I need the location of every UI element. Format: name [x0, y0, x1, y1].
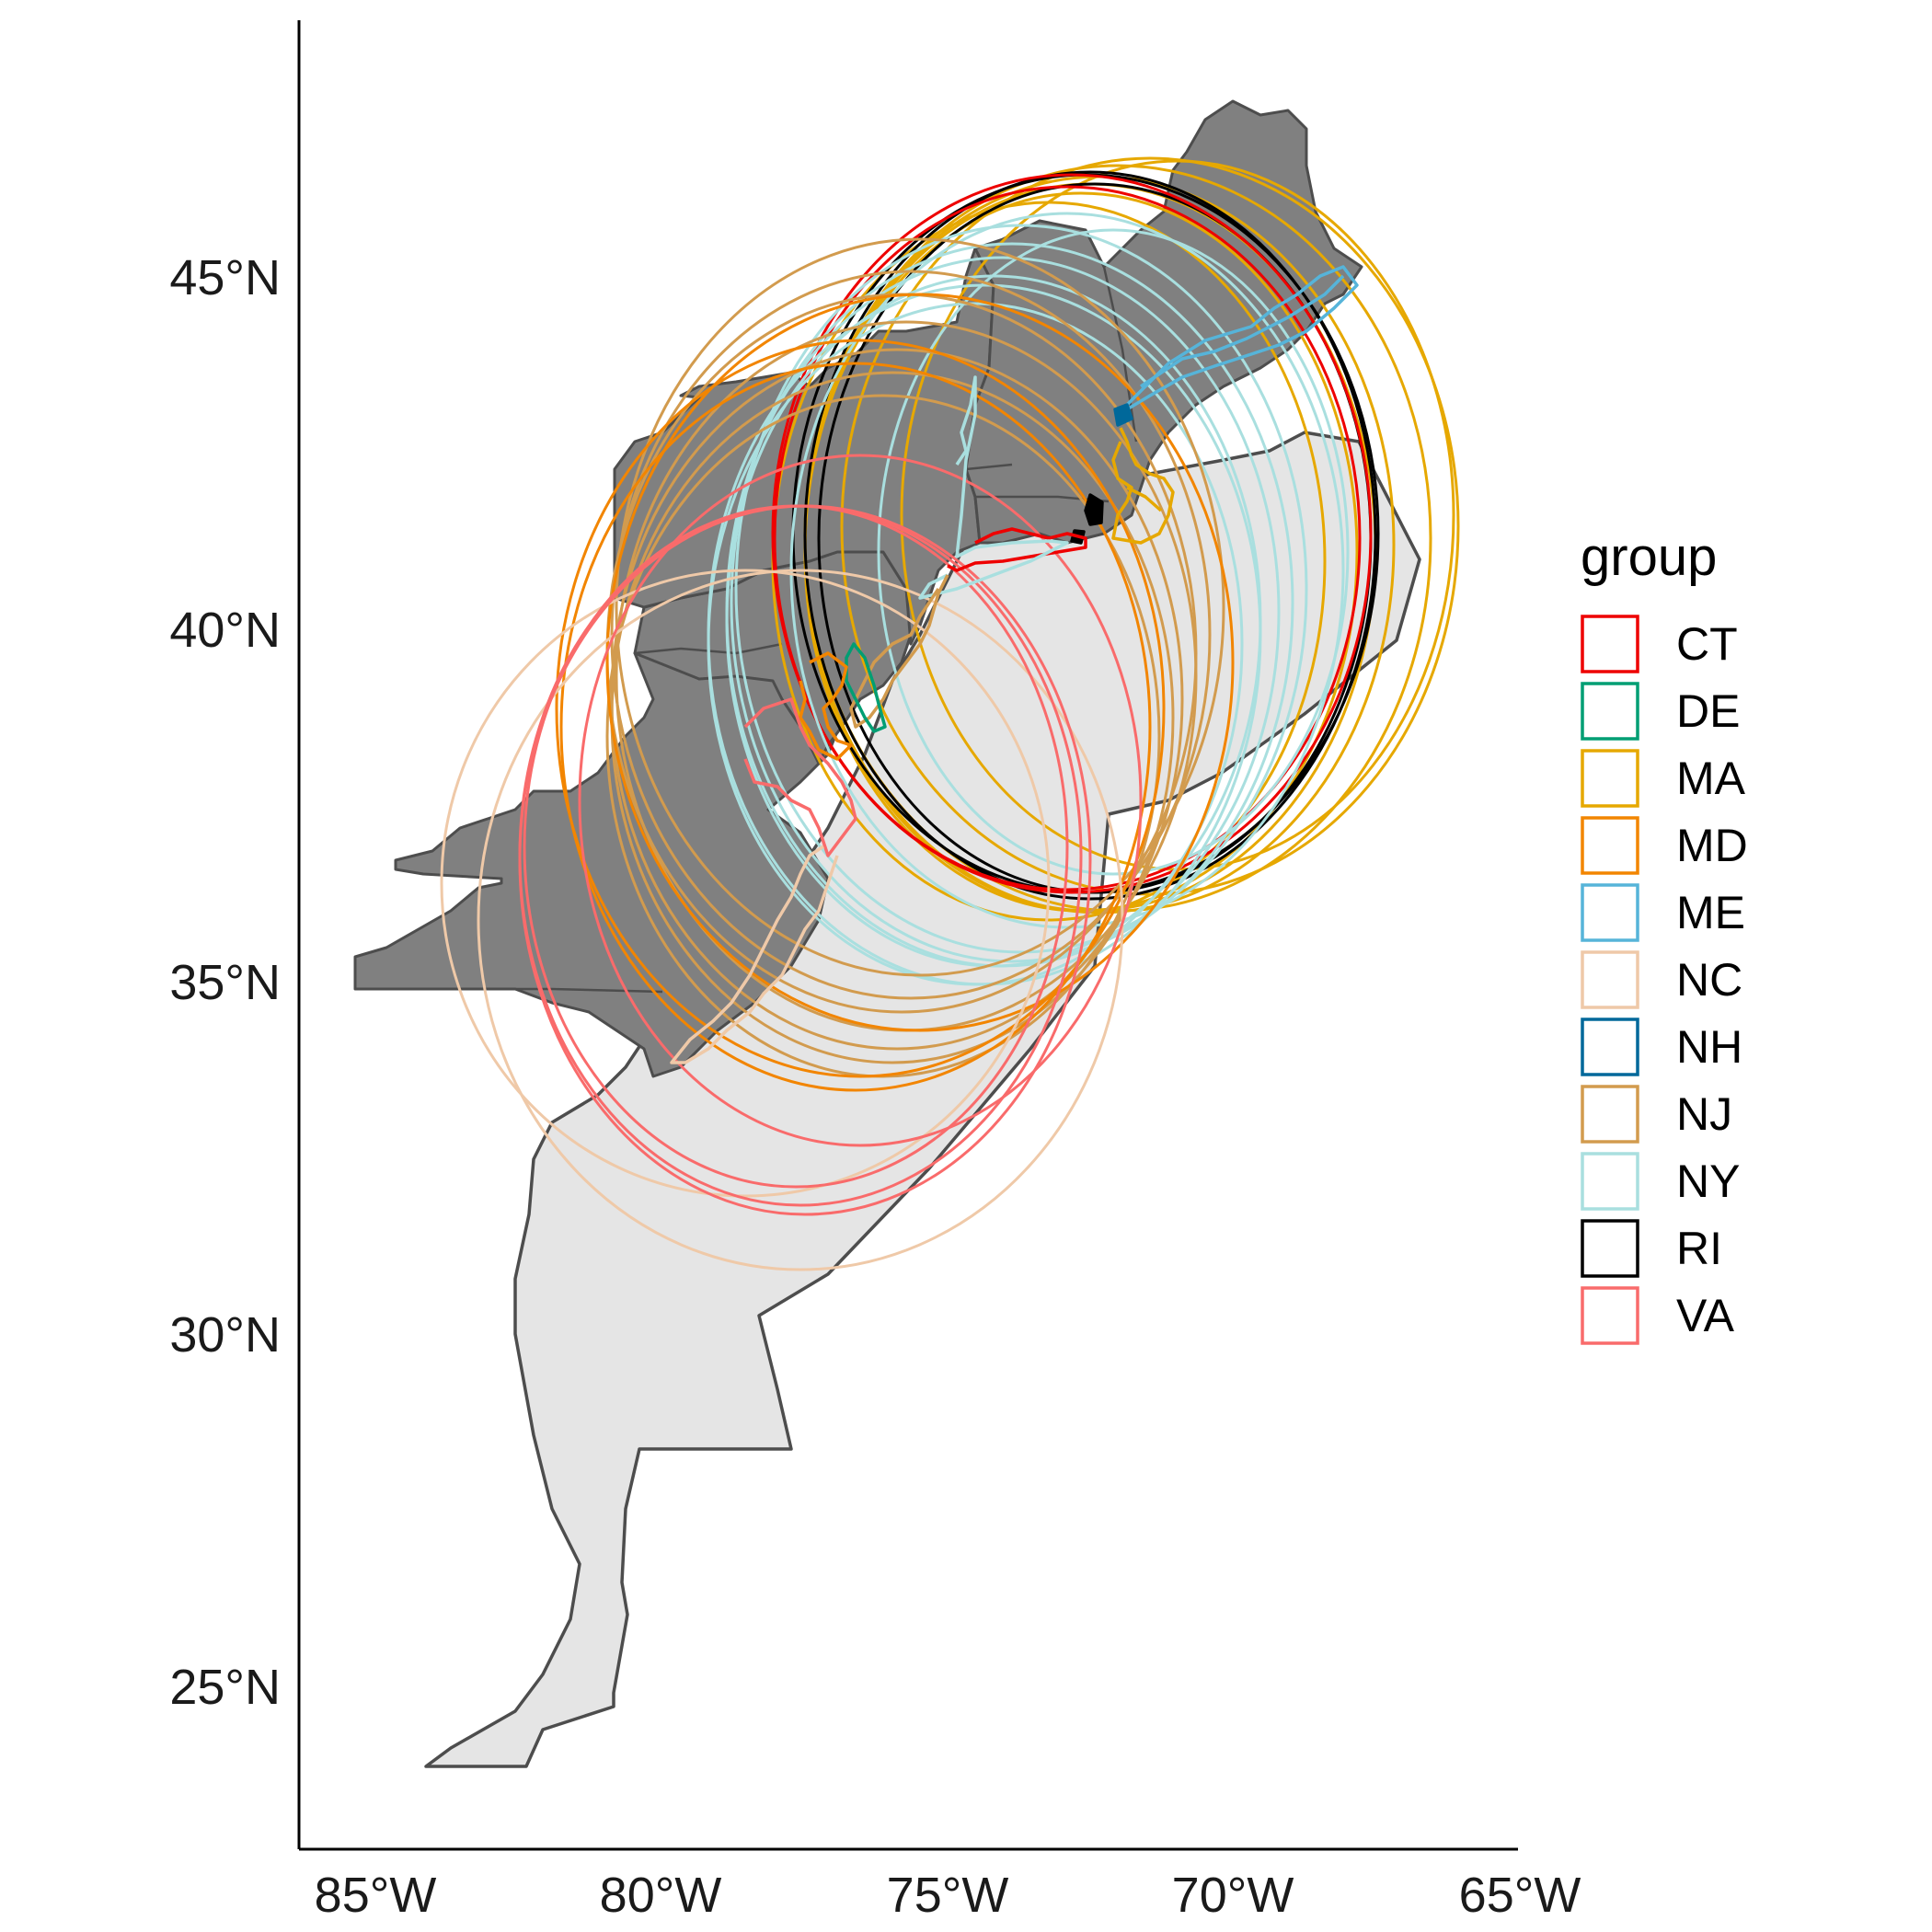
y-tick-label: 45°N: [169, 250, 281, 305]
legend-label: NH: [1676, 1021, 1742, 1073]
legend-label: DE: [1676, 685, 1740, 737]
legend-items: CT DE MA MD ME NC NH NJ NY RI VA: [1581, 615, 1748, 1345]
legend-label: NJ: [1676, 1088, 1732, 1140]
axes: [297, 20, 1518, 1851]
legend-label: NY: [1676, 1156, 1740, 1207]
y-tick-label: 35°N: [169, 955, 281, 1010]
y-tick-label: 30°N: [169, 1307, 281, 1363]
marine-region: [424, 431, 1421, 1768]
legend-label: MD: [1676, 820, 1748, 871]
legend-item-nj: NJ: [1581, 1085, 1732, 1144]
md-circles: [555, 293, 1235, 1092]
ct-outline: [947, 527, 1087, 572]
x-tick-label: 85°W: [315, 1868, 437, 1923]
me-outline: [1116, 265, 1359, 416]
legend-key: [1581, 950, 1639, 1009]
legend-key: [1581, 682, 1639, 741]
legend-label: NC: [1676, 954, 1742, 1006]
legend-key: [1581, 1018, 1639, 1076]
nc-outline: [670, 845, 839, 1064]
state-group-shapes: [440, 156, 1460, 1271]
legend-title: group: [1581, 527, 1717, 587]
legend-key: [1581, 615, 1639, 673]
legend-key: [1581, 883, 1639, 942]
legend-item-va: VA: [1581, 1286, 1735, 1345]
legend-label: RI: [1676, 1223, 1722, 1274]
legend-item-nc: NC: [1581, 950, 1742, 1009]
legend-key: [1581, 1152, 1639, 1211]
y-axis-ticks: 45°N 40°N 35°N 30°N 25°N: [169, 250, 281, 1715]
ny-circles: [707, 212, 1350, 986]
x-tick-label: 80°W: [600, 1868, 722, 1923]
legend-key: [1581, 1085, 1639, 1144]
me-outline-inner: [1140, 274, 1345, 388]
legend-item-ri: RI: [1581, 1219, 1722, 1278]
nj-outline: [849, 574, 949, 729]
legend: group CT DE MA MD ME NC NH NJ NY RI VA: [1581, 527, 1748, 1345]
legend-item-me: ME: [1581, 883, 1745, 942]
y-tick-label: 25°N: [169, 1660, 281, 1715]
legend-item-ct: CT: [1581, 615, 1738, 673]
x-tick-label: 75°W: [887, 1868, 1009, 1923]
legend-item-nh: NH: [1581, 1018, 1742, 1076]
md-outline: [799, 651, 853, 761]
nh-outline: [1113, 403, 1133, 427]
ma-outline-inner: [1126, 486, 1163, 512]
legend-item-de: DE: [1581, 682, 1740, 741]
legend-item-ma: MA: [1581, 749, 1746, 808]
ma-outline: [1111, 427, 1175, 545]
ri-shape: [1084, 493, 1104, 526]
legend-label: VA: [1676, 1290, 1735, 1341]
land-new-england: [964, 99, 1363, 545]
legend-key: [1581, 749, 1639, 808]
legend-label: MA: [1676, 753, 1746, 804]
x-axis-ticks: 85°W 80°W 75°W 70°W 65°W: [315, 1868, 1581, 1923]
legend-key: [1581, 1219, 1639, 1278]
ny-outline: [918, 375, 1069, 600]
ct-circles: [771, 173, 1373, 894]
legend-key: [1581, 816, 1639, 875]
legend-key: [1581, 1286, 1639, 1345]
va-circles: [518, 454, 1143, 1216]
x-tick-label: 70°W: [1172, 1868, 1294, 1923]
va-outline: [743, 697, 857, 857]
legend-item-ny: NY: [1581, 1152, 1740, 1211]
legend-label: CT: [1676, 618, 1738, 670]
x-tick-label: 65°W: [1459, 1868, 1581, 1923]
state-coastline-outlines: [670, 265, 1359, 1064]
y-tick-label: 40°N: [169, 603, 281, 658]
legend-label: ME: [1676, 887, 1745, 938]
legend-item-md: MD: [1581, 816, 1748, 875]
